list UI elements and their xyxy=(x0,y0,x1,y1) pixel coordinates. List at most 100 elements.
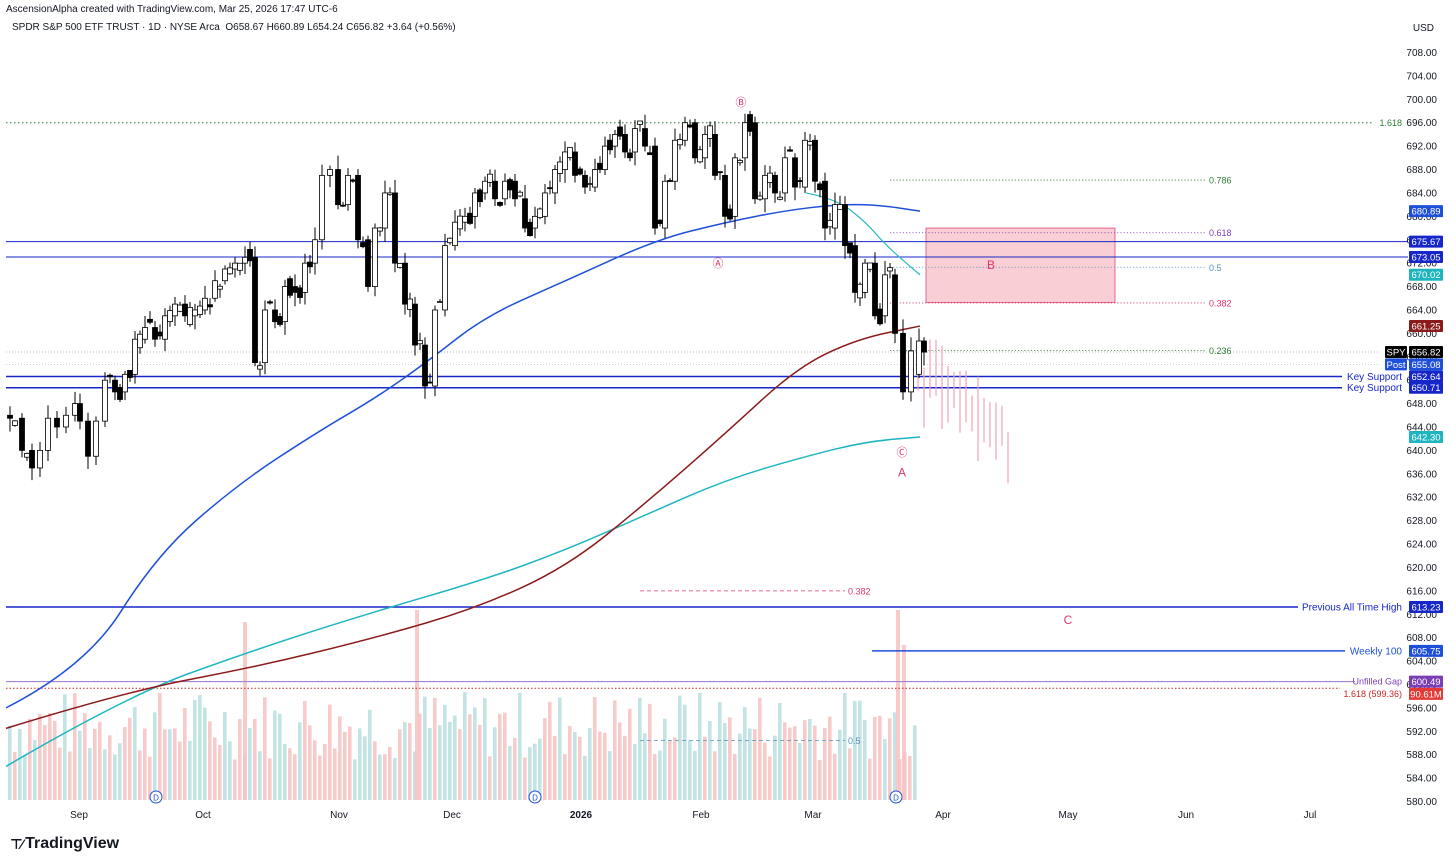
candle-body xyxy=(792,157,798,188)
fib-level-label: 0.618 xyxy=(1209,228,1232,238)
candle-body xyxy=(832,204,838,229)
moving-averages-layer xyxy=(5,192,921,768)
x-tick-label: May xyxy=(1059,810,1078,821)
volume-bar xyxy=(118,743,122,800)
price-tag-text: 90.61M xyxy=(1410,689,1442,700)
volume-bar xyxy=(708,721,712,800)
wave-label: C xyxy=(1064,613,1073,627)
candle-body xyxy=(282,286,288,323)
volume-bar xyxy=(168,729,172,800)
candle-body xyxy=(862,262,868,293)
volume-bar xyxy=(93,728,97,800)
candle-body xyxy=(192,309,198,317)
currency-label[interactable]: USD xyxy=(1412,23,1434,34)
candle-body xyxy=(242,256,248,264)
volume-bar xyxy=(38,713,42,800)
candle-body xyxy=(717,171,723,174)
candle-body xyxy=(307,261,313,268)
volume-bar xyxy=(478,724,482,800)
candle-body xyxy=(612,134,618,147)
volume-bar xyxy=(838,729,842,800)
price-tag xyxy=(1409,358,1443,371)
candle-body xyxy=(702,134,708,159)
tradingview-logo-icon: ⊤⁄ xyxy=(10,835,23,852)
candle-body xyxy=(872,262,878,317)
volume-bar xyxy=(908,756,912,800)
volume-bar xyxy=(98,721,102,800)
volume-bar xyxy=(253,718,257,800)
candle-body xyxy=(45,417,51,451)
candle-body xyxy=(837,204,843,210)
candle-body xyxy=(742,122,748,159)
volume-bar xyxy=(543,718,547,800)
candle-body xyxy=(227,267,233,275)
volume-bar xyxy=(828,716,832,800)
candle-body xyxy=(122,373,128,393)
candle-body xyxy=(152,327,158,340)
candle-body xyxy=(682,122,688,141)
volume-bar xyxy=(698,692,702,800)
candle-body xyxy=(857,283,863,299)
y-tick-label: 636.00 xyxy=(1406,469,1437,480)
volume-bar xyxy=(33,740,37,800)
volume-bar xyxy=(408,723,412,800)
candle-body xyxy=(647,152,653,156)
y-tick-label: 608.00 xyxy=(1406,633,1437,644)
candle-body xyxy=(29,450,35,469)
volume-bar xyxy=(593,696,597,800)
candle-body xyxy=(377,227,383,232)
volume-bar xyxy=(843,692,847,800)
ma-20-line xyxy=(805,192,921,276)
volume-bar xyxy=(28,718,32,800)
candle-body xyxy=(77,403,83,422)
candle-body xyxy=(407,298,413,310)
volume-bar xyxy=(418,713,422,800)
y-tick-label: 580.00 xyxy=(1406,797,1437,808)
volume-bar xyxy=(483,698,487,800)
y-tick-label: 672.00 xyxy=(1406,259,1437,270)
volume-bar xyxy=(228,741,232,800)
volume-bar xyxy=(348,726,352,800)
volume-bar xyxy=(198,695,202,800)
candle-body xyxy=(817,183,823,191)
y-tick-label: 616.00 xyxy=(1406,586,1437,597)
ohlc-close: C656.82 xyxy=(346,22,384,33)
candle-body xyxy=(387,192,393,196)
volume-bar xyxy=(808,718,812,800)
candle-body xyxy=(822,180,828,229)
volume-bar xyxy=(213,737,217,800)
price-tag-text: 605.75 xyxy=(1411,646,1440,657)
candle-body xyxy=(112,379,118,393)
candle-body xyxy=(637,120,643,125)
candle-body xyxy=(217,285,223,290)
candle-body xyxy=(527,221,533,237)
price-tag-text: Post xyxy=(1386,360,1405,371)
candle-body xyxy=(627,152,633,159)
tradingview-logo: ⊤⁄ TradingView xyxy=(10,835,119,853)
candle-body xyxy=(587,183,593,185)
volume-bar xyxy=(428,727,432,800)
volume-bar xyxy=(758,697,762,800)
candle-body xyxy=(517,191,523,197)
y-tick-label: 680.00 xyxy=(1406,212,1437,223)
volume-bar xyxy=(518,692,522,800)
y-tick-label: 660.00 xyxy=(1406,329,1437,340)
y-tick-label: 624.00 xyxy=(1406,540,1437,551)
y-tick-label: 664.00 xyxy=(1406,305,1437,316)
candle-body xyxy=(687,124,693,128)
price-tags-layer: 680.89 675.67 673.05 670.02 661.25 SPY 656.82 P… xyxy=(1385,205,1443,700)
ohlc-high: H660.89 xyxy=(266,22,305,33)
volume-bar xyxy=(368,709,372,800)
volume-bar xyxy=(743,707,747,800)
price-tag xyxy=(1409,430,1443,443)
price-tag xyxy=(1385,358,1407,371)
volume-bar xyxy=(793,726,797,800)
y-tick-label: 688.00 xyxy=(1406,165,1437,176)
fib-1618-label: 1.618 (599.36) xyxy=(1343,689,1402,699)
volume-bar xyxy=(873,716,877,800)
weekly-100-label: Weekly 100 xyxy=(1350,646,1403,657)
volume-bar xyxy=(378,754,382,800)
symbol-legend[interactable]: SPDR S&P 500 ETF TRUST · 1D · NYSE Arca … xyxy=(12,22,456,33)
